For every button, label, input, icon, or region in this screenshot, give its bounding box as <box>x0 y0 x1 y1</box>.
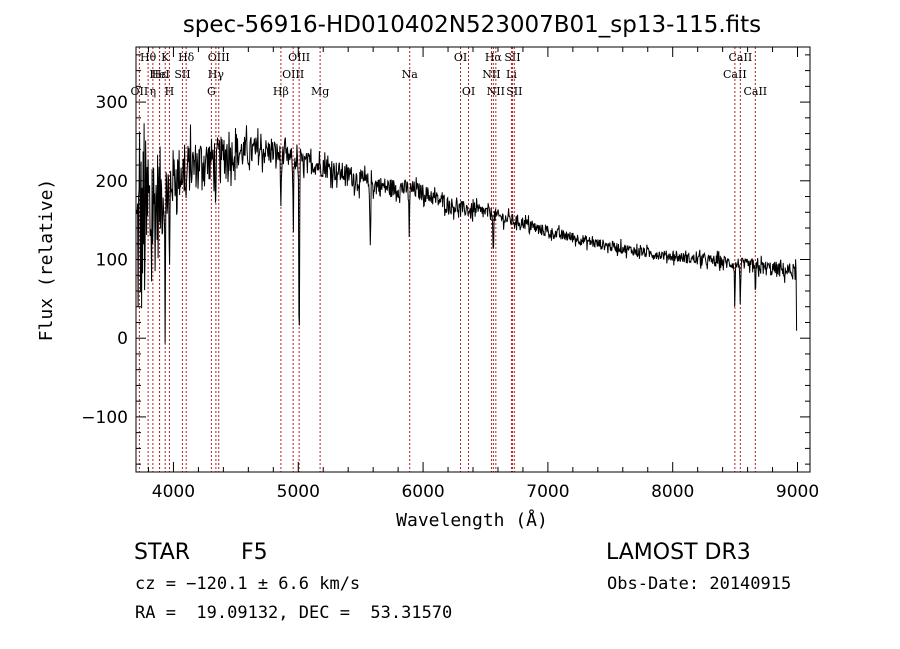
line-label: CaII <box>729 51 753 64</box>
obs-date: Obs-Date: 20140915 <box>607 574 792 594</box>
line-label: SII <box>174 68 190 81</box>
line-label: G <box>207 85 216 98</box>
line-label: NII <box>482 68 500 81</box>
line-label: OIII <box>282 68 304 81</box>
line-label: NII <box>487 85 505 98</box>
line-label: CaII <box>723 68 747 81</box>
x-axis-label-text: Wavelength (Å) <box>396 510 548 531</box>
line-label: Hε <box>152 68 168 81</box>
line-label: HeI <box>149 68 169 81</box>
redshift-value: cz = −120.1 ± 6.6 km/s <box>135 574 361 594</box>
y-tick-label: −100 <box>81 408 128 428</box>
line-label: Hθ <box>140 51 157 64</box>
line-label: Na <box>402 68 419 81</box>
line-label: Hγ <box>208 68 225 81</box>
line-label: Hβ <box>273 85 289 98</box>
y-tick-label: 100 <box>96 251 128 271</box>
line-label: OI <box>454 51 467 64</box>
spectrum-chart: spec-56916-HD010402N523007B01_sp13-115.f… <box>36 12 819 502</box>
y-tick-label: 200 <box>96 172 128 192</box>
chart-title: spec-56916-HD010402N523007B01_sp13-115.f… <box>183 12 761 38</box>
y-tick-label: 0 <box>117 329 128 349</box>
line-label: OI <box>462 85 475 98</box>
line-label: Mg <box>311 85 329 98</box>
survey-name: LAMOST DR3 <box>606 540 751 565</box>
line-label: H <box>165 85 175 98</box>
line-label: η <box>150 85 157 98</box>
line-label: K <box>161 51 170 64</box>
x-tick-label: 7000 <box>526 482 569 502</box>
y-tick-label: 300 <box>96 93 128 113</box>
coordinates: RA = 19.09132, DEC = 53.31570 <box>135 603 453 623</box>
line-label: SII <box>504 51 520 64</box>
x-tick-label: 9000 <box>776 482 819 502</box>
x-tick-label: 8000 <box>651 482 694 502</box>
line-label: OIII <box>288 51 310 64</box>
line-label: OIII <box>208 51 230 64</box>
x-tick-label: 6000 <box>401 482 444 502</box>
line-label: Li <box>506 68 517 81</box>
line-label: Hα <box>485 51 503 64</box>
line-label: SII <box>506 85 522 98</box>
line-label: Hδ <box>178 51 195 64</box>
y-axis-label: Flux (relative) <box>36 179 57 342</box>
line-label: CaII <box>743 85 767 98</box>
line-label: OII <box>131 85 149 98</box>
object-class: STAR <box>134 540 191 565</box>
spectrum-line <box>136 123 798 344</box>
object-subclass: F5 <box>241 540 268 565</box>
x-tick-label: 4000 <box>152 482 195 502</box>
x-tick-label: 5000 <box>277 482 320 502</box>
